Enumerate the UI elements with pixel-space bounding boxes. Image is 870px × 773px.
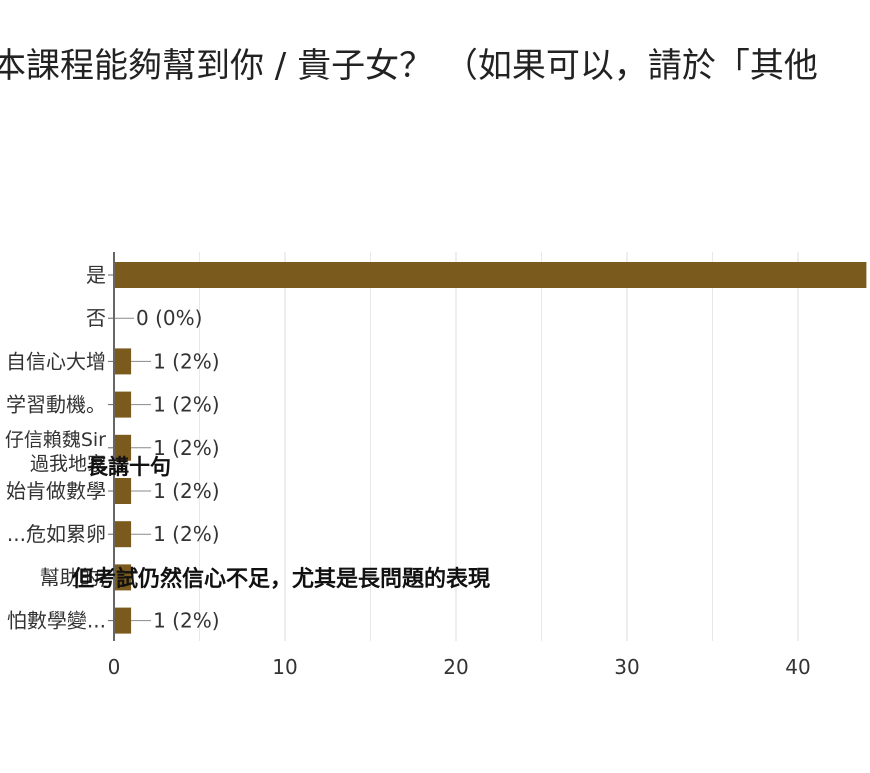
chart-axis: 0 10 20 30 40 (108, 252, 811, 679)
category-label: 学習動機。 (6, 393, 106, 417)
bar (114, 391, 132, 418)
category-label: 自信心大增 (6, 349, 106, 373)
bar (114, 478, 132, 504)
category-label: ...危如累卵 (7, 522, 106, 546)
bar (114, 434, 132, 461)
value-label: 1 (2%) (153, 522, 219, 546)
bar (114, 564, 132, 591)
bar (114, 348, 132, 375)
value-label: 1 (2%) (153, 609, 219, 633)
chart-bars (114, 262, 867, 634)
category-label: 怕數學變... (7, 609, 106, 633)
value-label: 1 (2%) (153, 479, 219, 503)
value-label: 0 (0%) (136, 306, 202, 330)
category-label: 始肯做數學 (6, 479, 106, 503)
chart-labels: 是否 0 (0%) 自信心大增 1 (2%) 学習動機。 1 (2%) 仔信賴魏Sir過我地… (5, 263, 220, 633)
bar (114, 521, 132, 548)
chart-grid (199, 252, 799, 641)
bar (114, 262, 867, 288)
x-tick-label: 30 (614, 655, 639, 679)
value-label: 1 (2%) (153, 393, 219, 417)
category-label: 過我地家 (30, 453, 106, 475)
x-tick-label: 40 (785, 655, 810, 679)
x-tick-label: 10 (272, 655, 297, 679)
x-tick-label: 20 (443, 655, 468, 679)
x-tick-label: 0 (108, 655, 121, 679)
chart-title: 本課程能夠幫到你 / 貴子女？ （如果可以，請於「其他 (0, 46, 818, 86)
value-label: 1 (2%) (153, 436, 219, 460)
category-label: 仔信賴魏Sir (5, 429, 106, 451)
annotation-text: 但考試仍然信心不足，尤其是長問題的表現 (72, 566, 490, 592)
category-label: 幫助的, (40, 565, 106, 589)
value-label: 1 (2%) (153, 349, 219, 373)
category-label: 否 (86, 306, 106, 330)
category-label: 是 (86, 263, 106, 287)
bar (114, 607, 132, 634)
annotation-text: 長講十句 (87, 455, 171, 479)
